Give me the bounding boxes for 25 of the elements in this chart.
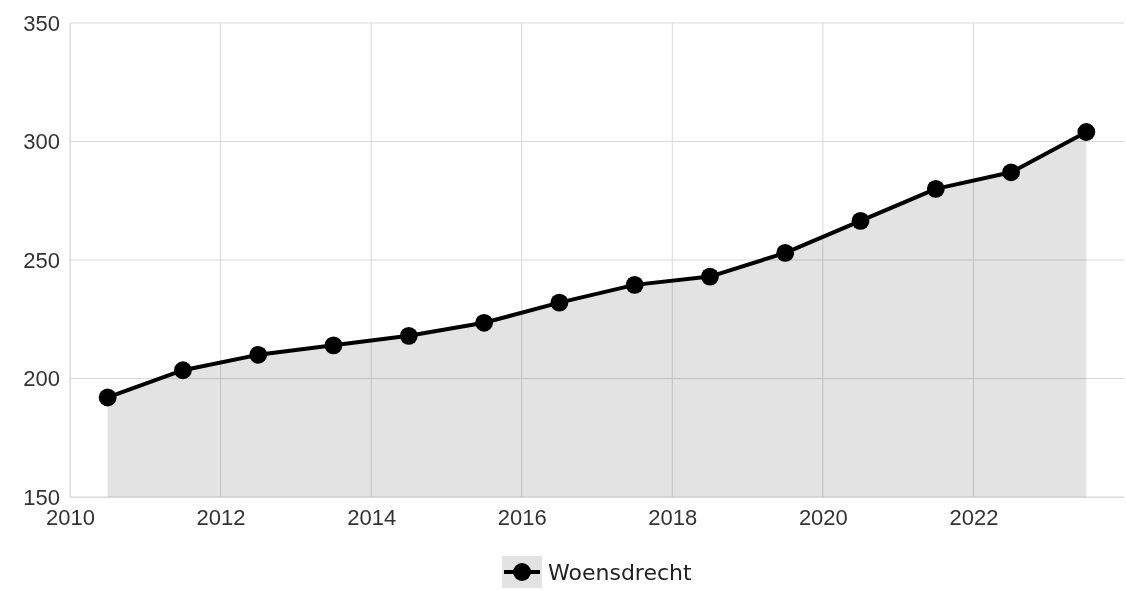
x-tick-label: 2014 <box>347 504 397 530</box>
point <box>1077 123 1096 141</box>
point <box>1002 163 1020 182</box>
y-tick-label: 250 <box>23 247 60 273</box>
y-tick-label: 300 <box>23 129 60 155</box>
point <box>174 361 192 380</box>
point <box>550 293 569 312</box>
point <box>249 345 268 364</box>
x-tick-label: 2018 <box>648 504 698 530</box>
point <box>625 275 644 294</box>
legend-label: Woensdrecht <box>548 559 692 585</box>
point <box>926 180 945 198</box>
point <box>701 267 719 286</box>
point <box>399 326 418 345</box>
point <box>475 313 493 332</box>
x-tick-label: 2020 <box>798 504 848 530</box>
point <box>98 388 117 407</box>
y-tick-label: 200 <box>23 366 60 392</box>
point <box>776 243 795 262</box>
point <box>851 211 870 230</box>
y-tick-label: 350 <box>23 10 60 36</box>
x-tick-label: 2022 <box>949 504 999 530</box>
x-tick-label: 2016 <box>497 504 547 530</box>
x-tick-label: 2012 <box>196 504 246 530</box>
point <box>324 336 343 355</box>
